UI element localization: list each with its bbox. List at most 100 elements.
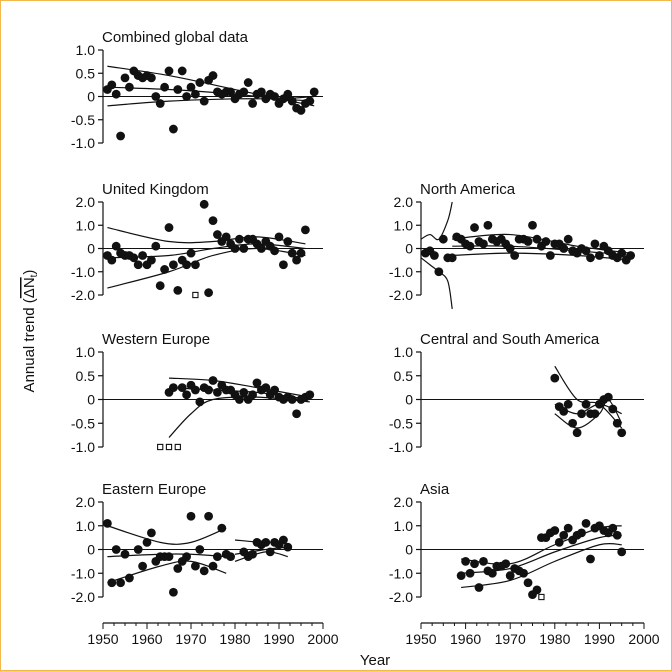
- data-point: [124, 82, 134, 92]
- data-point: [248, 99, 257, 108]
- data-point: [283, 89, 293, 99]
- data-point: [292, 409, 301, 419]
- data-point: [554, 537, 564, 547]
- data-point: [217, 523, 227, 533]
- data-point: [147, 528, 156, 538]
- data-point: [204, 288, 214, 298]
- y-tick-label: 0: [405, 392, 413, 408]
- data-point: [195, 397, 205, 407]
- y-tick-label: 0: [87, 89, 95, 105]
- data-point: [208, 561, 218, 571]
- x-tick-label: 2000: [307, 631, 338, 647]
- panel-title: Combined global data: [102, 29, 249, 46]
- trend-curve: [107, 525, 227, 545]
- y-axis-label: Annual trend (ΔNt): [21, 270, 40, 393]
- data-point: [208, 216, 218, 226]
- y-tick-label: -2.0: [389, 589, 413, 605]
- y-tick-label: 2.0: [394, 194, 414, 210]
- x-tick-label: 1970: [175, 631, 206, 647]
- data-point: [186, 82, 196, 92]
- data-point: [243, 78, 253, 87]
- data-point: [239, 87, 249, 97]
- data-point: [296, 106, 306, 115]
- data-point: [434, 267, 444, 277]
- data-point: [296, 248, 306, 258]
- x-tick-label: 2000: [628, 631, 659, 647]
- data-point: [169, 383, 178, 393]
- data-point: [577, 409, 586, 419]
- data-point: [581, 246, 591, 256]
- data-point: [133, 545, 143, 554]
- data-point: [173, 85, 183, 94]
- data-point: [470, 559, 479, 569]
- data-point: [292, 255, 301, 265]
- x-tick-label: 1980: [539, 631, 570, 647]
- data-point: [252, 378, 262, 388]
- data-point: [612, 530, 622, 540]
- data-point: [287, 395, 297, 404]
- y-tick-label: -1.0: [71, 439, 95, 455]
- data-point: [160, 82, 170, 92]
- data-point: [204, 385, 214, 395]
- data-point: [523, 237, 533, 246]
- data-point: [309, 87, 319, 97]
- data-point: [173, 564, 183, 573]
- data-point: [532, 585, 542, 595]
- open-square-point: [192, 291, 199, 299]
- data-point: [479, 556, 488, 566]
- data-point: [270, 385, 279, 395]
- data-point: [164, 552, 174, 562]
- data-point: [208, 376, 218, 385]
- data-point: [147, 73, 156, 83]
- trend-curve: [420, 257, 453, 310]
- data-point: [186, 248, 196, 258]
- data-point: [248, 390, 257, 400]
- data-point: [133, 260, 143, 270]
- y-tick-label: -1.0: [71, 135, 95, 151]
- y-tick-label: -1.0: [71, 565, 95, 581]
- data-point: [213, 552, 222, 562]
- data-point: [186, 511, 196, 521]
- data-point: [138, 561, 148, 571]
- data-point: [279, 260, 288, 270]
- data-point: [465, 241, 475, 251]
- data-point: [129, 253, 139, 263]
- data-point: [541, 237, 551, 246]
- y-tick-label: 0.5: [76, 65, 96, 81]
- data-point: [111, 545, 121, 554]
- data-point: [169, 587, 178, 597]
- data-point: [617, 428, 627, 438]
- y-tick-label: -1.0: [389, 439, 413, 455]
- y-tick-label: -2.0: [389, 287, 413, 303]
- data-point: [563, 234, 573, 244]
- data-point: [305, 96, 315, 106]
- data-point: [164, 223, 174, 232]
- trend-curve: [452, 252, 631, 261]
- data-point: [283, 237, 293, 246]
- data-point: [438, 234, 448, 244]
- data-point: [221, 232, 231, 242]
- open-square-point: [165, 443, 173, 451]
- data-point: [208, 71, 218, 80]
- data-point: [550, 526, 560, 535]
- data-point: [261, 383, 271, 393]
- data-point: [191, 561, 200, 571]
- data-point: [226, 87, 236, 97]
- data-point: [287, 248, 297, 258]
- data-point: [274, 232, 284, 242]
- data-point: [581, 518, 591, 528]
- data-point: [111, 241, 121, 251]
- data-point: [151, 241, 161, 251]
- data-point: [195, 545, 205, 554]
- panel-1: Combined global data 1.0 0.5 0 -0.5 -1.0: [71, 29, 323, 151]
- data-point: [226, 552, 236, 562]
- y-tick-label: 0.5: [76, 368, 96, 384]
- data-point: [182, 390, 192, 400]
- data-point: [483, 220, 493, 230]
- data-point: [257, 244, 266, 253]
- data-point: [283, 542, 293, 552]
- panel-title: Asia: [420, 481, 450, 498]
- y-tick-label: 1.0: [394, 217, 414, 233]
- open-square-point: [174, 443, 181, 451]
